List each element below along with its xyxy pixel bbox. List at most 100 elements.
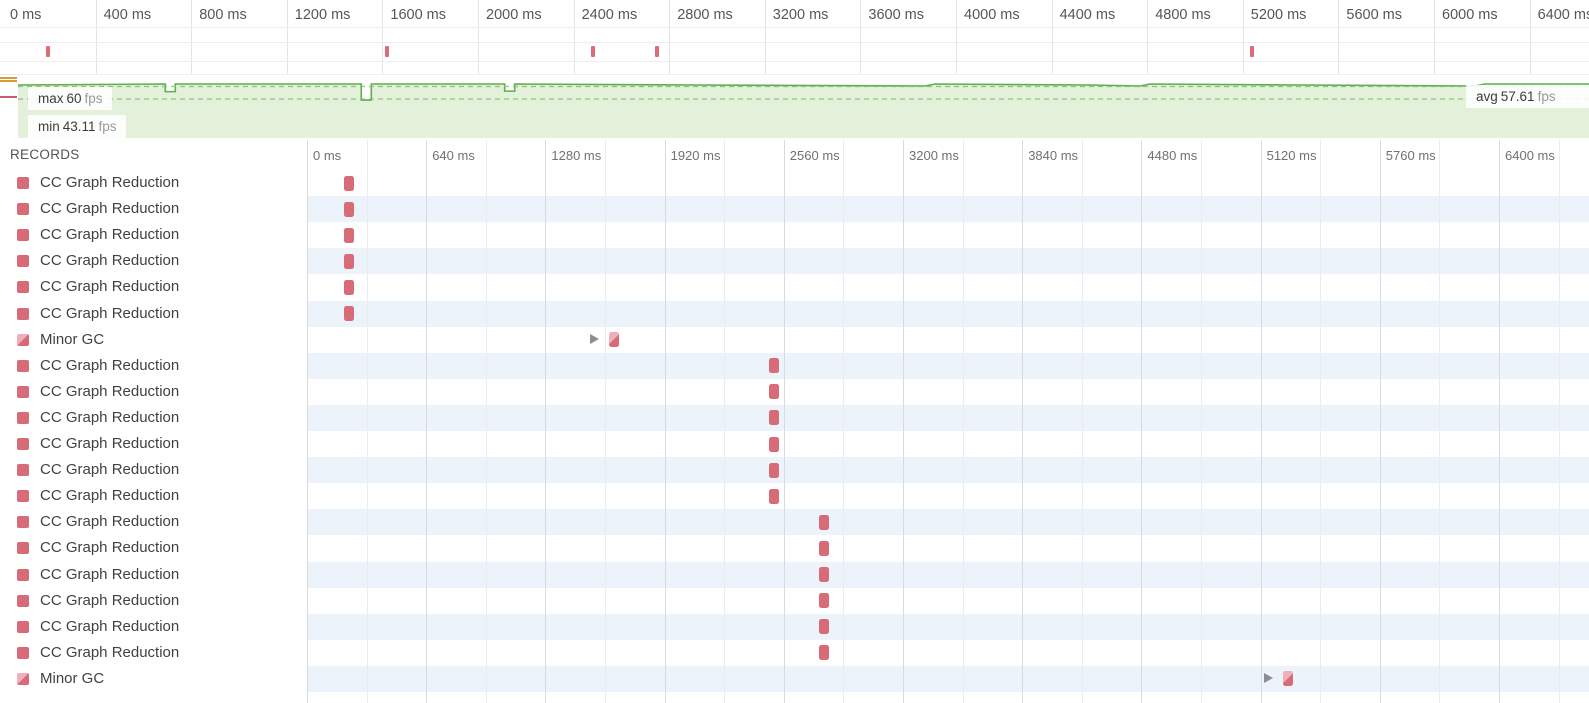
cc-graph-reduction-icon: [17, 359, 29, 372]
record-row-label: CC Graph Reduction: [40, 461, 180, 479]
ruler-gridline: [764, 0, 766, 75]
cc-graph-reduction-icon: [17, 307, 29, 320]
waterfall-marker-cc-graph-reduction[interactable]: [768, 436, 779, 452]
overview-marker-tick[interactable]: [655, 46, 659, 57]
ruler-tick-label: 5200 ms: [1250, 7, 1307, 23]
waterfall-lane: [307, 196, 1589, 223]
waterfall-marker-cc-graph-reduction[interactable]: [819, 540, 829, 556]
gutter-mark-avg-icon: [0, 80, 17, 82]
ruler-gridline: [860, 0, 862, 75]
expand-arrow-icon[interactable]: [589, 334, 599, 345]
record-row-cc-graph-reduction[interactable]: CC Graph Reduction: [0, 613, 1589, 640]
overview-strip-divider: [0, 74, 1589, 75]
record-row-cc-graph-reduction[interactable]: CC Graph Reduction: [0, 535, 1589, 561]
record-row-cc-graph-reduction[interactable]: CC Graph Reduction: [0, 248, 1589, 275]
record-row-cc-graph-reduction[interactable]: CC Graph Reduction: [0, 483, 1589, 509]
ruler-tick-label: 5600 ms: [1346, 7, 1403, 23]
cc-graph-reduction-icon: [17, 542, 29, 555]
overview-marker-tick[interactable]: [1250, 46, 1255, 57]
ruler-gridline: [956, 0, 957, 75]
framerate-curve: [17, 83, 1589, 138]
waterfall-header-tick: [664, 141, 666, 147]
record-row-cc-graph-reduction[interactable]: CC Graph Reduction: [0, 222, 1589, 248]
waterfall-marker-cc-graph-reduction[interactable]: [344, 201, 355, 217]
expand-arrow-icon[interactable]: [1263, 673, 1273, 684]
record-row-minor-gc[interactable]: Minor GC: [0, 665, 1589, 692]
waterfall-marker-cc-graph-reduction[interactable]: [768, 462, 779, 478]
record-row-cc-graph-reduction[interactable]: CC Graph Reduction: [0, 274, 1589, 300]
record-row-cc-graph-reduction[interactable]: CC Graph Reduction: [0, 640, 1589, 666]
waterfall-header-tick: [1379, 141, 1381, 147]
ruler-tick-label: 2400 ms: [581, 7, 638, 23]
ruler-tick-label: 1600 ms: [390, 7, 447, 23]
waterfall-tick-label: 5760 ms: [1385, 148, 1436, 163]
waterfall-header-tick: [1201, 141, 1202, 147]
ruler-gridline: [1147, 0, 1149, 75]
timeline-ruler[interactable]: 0 ms 400 ms 800 ms 1200 ms 1600 ms 2000 ms 240…: [0, 0, 1589, 75]
record-row-cc-graph-reduction[interactable]: CC Graph Reduction: [0, 561, 1589, 588]
record-row-cc-graph-reduction[interactable]: CC Graph Reduction: [0, 509, 1589, 536]
record-row-label: CC Graph Reduction: [40, 435, 180, 452]
waterfall-marker-cc-graph-reduction[interactable]: [819, 593, 829, 609]
record-row-label: Minor GC: [40, 330, 105, 348]
waterfall-lane: [307, 640, 1589, 666]
record-row-minor-gc[interactable]: Minor GC: [0, 327, 1589, 353]
waterfall-marker-cc-graph-reduction[interactable]: [344, 279, 355, 295]
record-row-cc-graph-reduction[interactable]: CC Graph Reduction: [0, 352, 1589, 379]
waterfall-header-tick: [545, 141, 547, 147]
record-row-cc-graph-reduction[interactable]: CC Graph Reduction: [0, 404, 1589, 431]
waterfall-marker-cc-graph-reduction[interactable]: [819, 619, 829, 635]
framerate-overview-graph[interactable]: max 60 fps min 43.11 fps avg 57.61 fps: [0, 75, 1589, 140]
record-row-label: CC Graph Reduction: [40, 252, 180, 270]
record-row-label: CC Graph Reduction: [40, 513, 180, 531]
waterfall-marker-cc-graph-reduction[interactable]: [344, 175, 355, 191]
record-row-cc-graph-reduction[interactable]: CC Graph Reduction: [0, 170, 1589, 196]
overview-marker-tick[interactable]: [45, 46, 50, 57]
cc-graph-reduction-icon: [17, 568, 29, 581]
waterfall-marker-minor-gc[interactable]: [608, 332, 619, 348]
waterfall-lane: [307, 327, 1589, 353]
waterfall-lane: [307, 509, 1589, 536]
waterfall-marker-cc-graph-reduction[interactable]: [768, 384, 779, 400]
cc-graph-reduction-icon: [17, 385, 29, 398]
ruler-tick-label: 3600 ms: [868, 7, 925, 23]
waterfall-marker-cc-graph-reduction[interactable]: [768, 410, 779, 426]
fps-avg-label: avg 57.61 fps: [1466, 85, 1589, 108]
waterfall-tick-label: 3840 ms: [1028, 148, 1079, 163]
waterfall-marker-cc-graph-reduction[interactable]: [344, 253, 355, 269]
waterfall-marker-cc-graph-reduction[interactable]: [819, 567, 829, 582]
waterfall-marker-cc-graph-reduction[interactable]: [768, 488, 779, 504]
minor-gc-icon: [17, 333, 29, 346]
waterfall-header-tick: [843, 141, 845, 147]
record-row-cc-graph-reduction[interactable]: CC Graph Reduction: [0, 457, 1589, 484]
record-row-label: CC Graph Reduction: [40, 304, 180, 322]
overview-strip-divider: [0, 61, 1589, 62]
waterfall-marker-cc-graph-reduction[interactable]: [819, 645, 829, 661]
record-row-cc-graph-reduction[interactable]: CC Graph Reduction: [0, 300, 1589, 327]
record-row-cc-graph-reduction[interactable]: CC Graph Reduction: [0, 431, 1589, 457]
record-row-label: Minor GC: [40, 669, 105, 687]
record-row-cc-graph-reduction[interactable]: CC Graph Reduction: [0, 379, 1589, 405]
waterfall-header-tick: [485, 141, 487, 147]
waterfall-marker-cc-graph-reduction[interactable]: [819, 514, 829, 530]
waterfall-marker-minor-gc[interactable]: [1282, 671, 1293, 687]
record-row-cc-graph-reduction[interactable]: CC Graph Reduction: [0, 588, 1589, 614]
cc-graph-reduction-icon: [17, 620, 29, 633]
waterfall-lane: [307, 665, 1589, 692]
waterfall-header-tick: [783, 141, 785, 147]
waterfall-header-tick: [426, 141, 428, 147]
overview-strip-divider: [0, 27, 1589, 28]
overview-marker-tick[interactable]: [590, 46, 595, 57]
waterfall-header-tick: [605, 141, 606, 147]
record-row-cc-graph-reduction[interactable]: CC Graph Reduction: [0, 196, 1589, 223]
waterfall-lane: [307, 535, 1589, 561]
fps-avg-unit: fps: [1537, 89, 1556, 104]
overview-marker-tick[interactable]: [385, 46, 390, 57]
waterfall-marker-cc-graph-reduction[interactable]: [344, 306, 355, 321]
waterfall-marker-cc-graph-reduction[interactable]: [344, 227, 355, 243]
record-row-label: CC Graph Reduction: [40, 174, 180, 191]
record-row-label: CC Graph Reduction: [40, 565, 180, 583]
ruler-tick-label: 4800 ms: [1155, 7, 1211, 23]
ruler-gridline: [1051, 0, 1053, 75]
waterfall-marker-cc-graph-reduction[interactable]: [768, 358, 779, 374]
